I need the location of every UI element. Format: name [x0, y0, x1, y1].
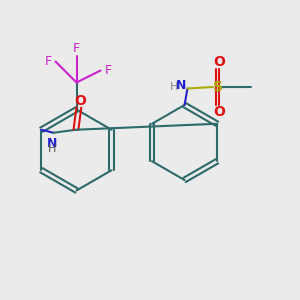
Text: F: F	[73, 41, 80, 55]
Text: N: N	[176, 79, 187, 92]
Text: H: H	[170, 82, 178, 92]
Text: S: S	[212, 80, 223, 94]
Text: O: O	[213, 56, 225, 69]
Text: O: O	[213, 105, 225, 118]
Text: H: H	[48, 144, 56, 154]
Text: O: O	[74, 94, 86, 108]
Text: F: F	[104, 64, 112, 77]
Text: F: F	[44, 55, 52, 68]
Text: N: N	[47, 137, 57, 150]
